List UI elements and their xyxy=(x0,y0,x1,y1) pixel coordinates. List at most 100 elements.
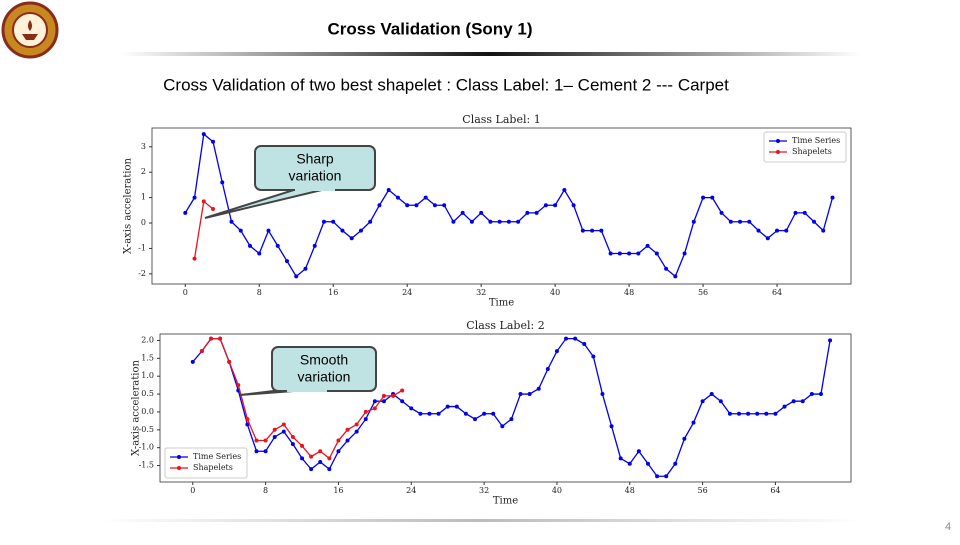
x-tick-label: 48 xyxy=(624,288,634,297)
chart-title: Class Label: 2 xyxy=(466,319,544,332)
y-tick-label: -1.0 xyxy=(139,443,154,452)
point xyxy=(192,195,197,200)
point xyxy=(381,393,386,398)
point xyxy=(427,411,432,416)
point xyxy=(190,359,195,364)
y-tick-label: 0.5 xyxy=(141,389,154,398)
point xyxy=(312,243,317,248)
point xyxy=(290,442,295,447)
point xyxy=(409,406,414,411)
point xyxy=(336,438,341,443)
point xyxy=(442,203,447,208)
point xyxy=(821,228,826,233)
point xyxy=(254,449,259,454)
point xyxy=(830,195,835,200)
legend-label: Shapelets xyxy=(193,463,233,472)
point xyxy=(318,449,323,454)
slide-subtitle: Cross Validation of two best shapelet : … xyxy=(163,75,729,94)
point xyxy=(727,411,732,416)
point xyxy=(536,386,541,391)
point xyxy=(627,251,632,256)
point xyxy=(272,434,277,439)
point xyxy=(400,399,405,404)
point xyxy=(701,195,706,200)
point xyxy=(673,274,678,279)
point xyxy=(257,251,262,256)
point xyxy=(220,180,225,185)
point xyxy=(218,336,223,341)
point xyxy=(336,449,341,454)
point xyxy=(300,456,305,461)
point xyxy=(664,474,669,479)
point xyxy=(506,219,511,224)
point xyxy=(363,409,368,414)
point xyxy=(562,187,567,192)
point xyxy=(391,393,396,398)
point xyxy=(266,228,271,233)
point xyxy=(571,203,576,208)
point xyxy=(554,349,559,354)
point xyxy=(294,274,299,279)
point xyxy=(340,228,345,233)
x-tick-label: 16 xyxy=(333,486,343,495)
x-tick-label: 8 xyxy=(263,486,268,495)
point xyxy=(227,359,232,364)
point xyxy=(709,392,714,397)
point xyxy=(208,336,213,341)
point xyxy=(700,399,705,404)
point xyxy=(609,424,614,429)
point xyxy=(372,399,377,404)
point xyxy=(309,467,314,472)
y-tick-label: 0 xyxy=(141,218,146,227)
point xyxy=(782,404,787,409)
point xyxy=(655,474,660,479)
point xyxy=(363,417,368,422)
legend-label: Time Series xyxy=(792,136,840,145)
point xyxy=(664,266,669,271)
point xyxy=(691,420,696,425)
chart: Class Label: 1 Time X-axis acceleration 0 8 1… xyxy=(123,113,852,309)
point xyxy=(400,388,405,393)
slide-title: Cross Validation (Sony 1) xyxy=(328,19,533,38)
chart: Class Label: 2 Time X-axis acceleration 0 8 1… xyxy=(131,319,852,507)
point xyxy=(300,443,305,448)
y-tick-label: -2 xyxy=(138,269,146,278)
point xyxy=(418,411,423,416)
point xyxy=(545,367,550,372)
point xyxy=(236,383,241,388)
x-tick-label: 64 xyxy=(772,288,782,297)
page-number: 4 xyxy=(945,521,951,533)
point xyxy=(199,349,204,354)
point xyxy=(327,456,332,461)
point xyxy=(755,411,760,416)
point xyxy=(608,251,613,256)
point xyxy=(469,219,474,224)
point xyxy=(747,219,752,224)
x-tick-label: 56 xyxy=(698,288,708,297)
point xyxy=(591,354,596,359)
point xyxy=(238,228,243,233)
point xyxy=(377,203,382,208)
x-tick-label: 40 xyxy=(552,486,562,495)
x-axis-label: Time xyxy=(489,298,514,309)
point xyxy=(358,228,363,233)
point xyxy=(245,422,250,427)
point xyxy=(728,219,733,224)
point xyxy=(718,399,723,404)
point xyxy=(812,219,817,224)
point xyxy=(590,228,595,233)
legend-box xyxy=(763,131,847,163)
x-axis-label: Time xyxy=(493,496,518,507)
charts: Class Label: 1 Time X-axis acceleration 0 8 1… xyxy=(123,113,852,507)
x-tick-label: 24 xyxy=(406,486,416,495)
point xyxy=(636,251,641,256)
point xyxy=(281,422,286,427)
point xyxy=(509,417,514,422)
point xyxy=(543,203,548,208)
point xyxy=(473,417,478,422)
point xyxy=(454,404,459,409)
callout-text: Smooth variation xyxy=(298,351,351,384)
point xyxy=(460,210,465,215)
point xyxy=(516,219,521,224)
point xyxy=(773,411,778,416)
